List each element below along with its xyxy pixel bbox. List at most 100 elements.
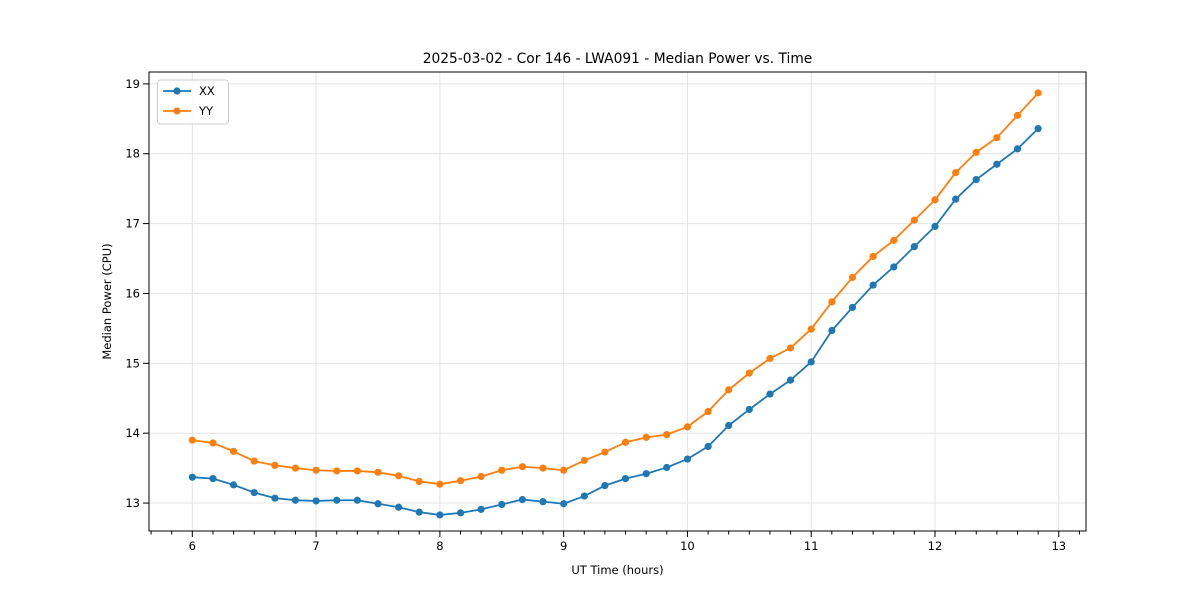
y-tick-label: 19 [125, 77, 140, 91]
series-xx-marker [477, 505, 485, 513]
series-yy-marker [766, 354, 774, 363]
x-tick-label: 10 [680, 539, 695, 553]
series-yy-marker [374, 468, 382, 476]
legend: XX YY [157, 79, 229, 125]
series-yy-marker [250, 457, 258, 465]
series-xx-marker [807, 358, 815, 366]
series-xx-marker [704, 442, 712, 451]
series-yy-marker [807, 325, 815, 333]
series-yy-marker [580, 456, 588, 465]
series-yy-marker [353, 467, 361, 475]
grid-layer [149, 72, 1086, 531]
series-xx-marker [395, 503, 403, 511]
series-xx-marker [745, 405, 753, 414]
series-yy-marker [395, 472, 403, 480]
series-xx-marker [250, 488, 258, 497]
series-xx-marker [188, 473, 196, 481]
series-yy-marker [910, 216, 918, 224]
series-yy-marker [828, 298, 836, 306]
series-xx-marker [456, 509, 465, 517]
series-xx-marker [910, 243, 918, 251]
series-xx-marker [1034, 124, 1042, 133]
series-yy-marker [952, 169, 960, 177]
series-yy-marker [333, 467, 341, 475]
x-tick-label: 11 [804, 539, 819, 553]
y-tick-label: 14 [125, 426, 140, 440]
x-tick-label: 6 [189, 539, 196, 553]
series-yy-marker [601, 448, 609, 456]
series-xx-marker [663, 463, 671, 472]
series-xx-marker [725, 421, 733, 430]
series-xx-marker [518, 495, 527, 504]
series-yy-marker [972, 148, 980, 156]
legend-sample-marker [173, 107, 181, 115]
y-tick-labels: 13 14 15 16 17 18 19 [125, 77, 140, 510]
plot-area: 6 7 8 9 10 11 12 13 13 14 15 16 17 18 19 XX YY [125, 71, 1087, 553]
series-yy-marker [704, 407, 712, 416]
series-xx-marker [890, 263, 898, 271]
series-yy-line [192, 92, 1039, 486]
x-tick-labels: 6 7 8 9 10 11 12 13 [189, 539, 1066, 553]
series-xx-marker [229, 481, 238, 489]
series-yy-marker [188, 436, 196, 444]
series-yy-marker [869, 252, 877, 261]
series-yy [188, 89, 1042, 488]
series-xx-marker [333, 496, 341, 504]
series-yy-marker [498, 466, 506, 474]
series-xx-marker [374, 500, 382, 508]
series-yy-marker [993, 134, 1001, 142]
series-xx-marker [539, 498, 547, 506]
series-xx-marker [271, 494, 279, 502]
series-yy-marker [642, 433, 650, 441]
series-yy-marker [725, 386, 733, 394]
series-xx-marker [683, 455, 692, 463]
series-yy-marker [271, 461, 279, 469]
series-yy-marker [848, 273, 857, 281]
series-xx-line [192, 127, 1039, 516]
series-yy-marker [209, 439, 217, 447]
series-yy-marker [518, 463, 527, 471]
legend-sample-marker [173, 87, 181, 95]
series-xx-marker [436, 511, 444, 519]
series-yy-marker [621, 438, 630, 446]
series-xx-marker [415, 508, 423, 516]
series-yy-marker [745, 369, 753, 377]
series-xx-marker [621, 475, 630, 483]
series-xx-marker [786, 376, 795, 384]
series-xx-marker [931, 222, 939, 230]
series-xx-marker [972, 175, 980, 184]
x-tick-label: 7 [312, 539, 319, 553]
series-xx-marker [560, 500, 568, 508]
series-yy-marker [456, 477, 465, 485]
y-axis-label: Median Power (CPU) [100, 243, 114, 359]
plot-border [148, 71, 1087, 532]
series-yy-marker [291, 464, 300, 472]
series-yy-marker [1013, 111, 1022, 119]
series-xx-marker [766, 390, 774, 398]
series-yy-marker [663, 430, 671, 439]
series-xx-marker [353, 496, 361, 504]
legend-label: XX [199, 84, 215, 98]
x-tick-label: 9 [560, 539, 567, 553]
chart-title: 2025-03-02 - Cor 146 - LWA091 - Median P… [423, 51, 813, 67]
series-yy-marker [786, 344, 795, 352]
series-yy-marker [436, 480, 444, 488]
series-yy-marker [229, 447, 238, 455]
series-xx-marker [642, 470, 650, 478]
y-tick-label: 13 [125, 496, 140, 510]
series-xx [188, 124, 1042, 519]
tick-marks [143, 83, 1080, 537]
series-xx-marker [828, 326, 836, 335]
series-yy-marker [312, 466, 320, 474]
series-xx-marker [993, 160, 1001, 168]
series-xx-marker [498, 500, 506, 509]
series-yy-marker [415, 477, 423, 485]
legend-box [157, 79, 229, 125]
series-xx-marker [291, 496, 300, 504]
series-xx-marker [580, 492, 588, 500]
series-xx-marker [209, 475, 217, 483]
series-yy-marker [683, 423, 692, 431]
y-tick-label: 16 [125, 286, 140, 300]
series-xx-marker [848, 303, 857, 312]
series-xx-marker [1013, 145, 1022, 153]
